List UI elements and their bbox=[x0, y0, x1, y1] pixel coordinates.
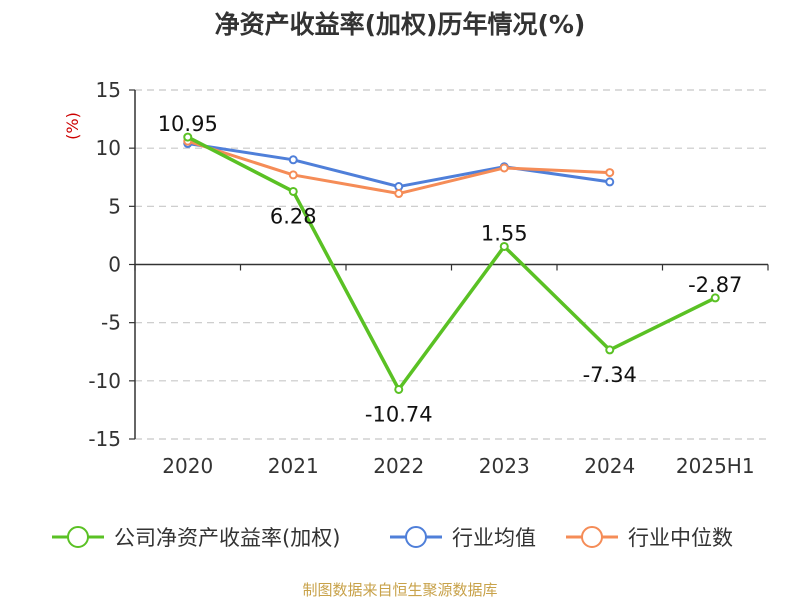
data-point bbox=[605, 345, 615, 355]
data-point bbox=[605, 177, 615, 187]
legend: 公司净资产收益率(加权) 行业均值 行业中位数 bbox=[52, 526, 733, 550]
legend-marker bbox=[67, 526, 89, 548]
x-tick-label: 2020 bbox=[162, 454, 213, 478]
data-point bbox=[710, 293, 720, 303]
y-tick-label: -5 bbox=[101, 311, 121, 335]
series-group: 10.95 6.28 -10.74 1.55 -7.34 -2.87 bbox=[158, 112, 743, 426]
legend-marker bbox=[405, 526, 427, 548]
data-point bbox=[288, 186, 298, 196]
x-tick-label: 2024 bbox=[584, 454, 635, 478]
axes bbox=[129, 89, 769, 440]
y-tick-label: -10 bbox=[88, 369, 121, 393]
data-point bbox=[394, 182, 404, 192]
y-tick-label: 5 bbox=[108, 194, 121, 218]
x-tick-label: 2023 bbox=[479, 454, 530, 478]
legend-marker bbox=[581, 526, 603, 548]
data-label: 6.28 bbox=[270, 204, 317, 228]
data-label: -2.87 bbox=[688, 273, 742, 297]
x-tick-label: 2021 bbox=[268, 454, 319, 478]
data-label: 10.95 bbox=[158, 112, 218, 136]
data-point bbox=[394, 384, 404, 394]
x-tick-labels: 2020 2021 2022 2023 2024 2025H1 bbox=[162, 454, 754, 478]
y-tick-label: 15 bbox=[96, 78, 121, 102]
x-tick-label: 2025H1 bbox=[676, 454, 755, 478]
data-point bbox=[605, 168, 615, 178]
series-line bbox=[186, 135, 717, 392]
data-point bbox=[499, 241, 509, 251]
y-tick-label: -15 bbox=[88, 427, 121, 451]
data-label: 1.55 bbox=[481, 221, 528, 245]
grid-lines bbox=[135, 89, 768, 440]
data-label: -7.34 bbox=[583, 363, 637, 387]
data-point bbox=[394, 189, 404, 199]
y-tick-label: 0 bbox=[108, 253, 121, 277]
data-point bbox=[499, 163, 509, 173]
data-source-note: 制图数据来自恒生聚源数据库 bbox=[302, 581, 497, 599]
data-point bbox=[183, 132, 193, 142]
y-axis-unit: (%) bbox=[63, 112, 82, 140]
legend-label: 行业中位数 bbox=[628, 526, 733, 550]
series-line bbox=[187, 142, 610, 189]
legend-label: 行业均值 bbox=[452, 526, 536, 550]
x-tick-label: 2022 bbox=[373, 454, 424, 478]
data-point bbox=[288, 155, 298, 165]
legend-label: 公司净资产收益率(加权) bbox=[114, 526, 340, 550]
data-point bbox=[288, 170, 298, 180]
y-tick-labels: 15 10 5 0 -5 -10 -15 bbox=[88, 78, 121, 451]
data-label: -10.74 bbox=[365, 402, 433, 426]
y-tick-label: 10 bbox=[96, 136, 121, 160]
chart-title: 净资产收益率(加权)历年情况(%) bbox=[215, 10, 586, 39]
